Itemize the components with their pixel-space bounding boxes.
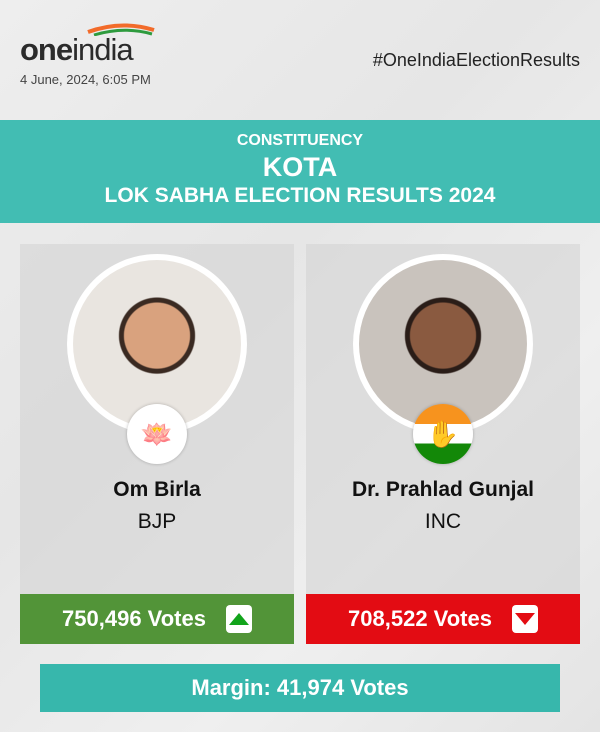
hand-icon: ✋: [413, 404, 473, 464]
flag-swoosh-icon: [87, 23, 155, 36]
logo-light: india: [72, 32, 133, 67]
timestamp: 4 June, 2024, 6:05 PM: [20, 72, 151, 87]
votes-bar-winner: 750,496 Votes: [20, 594, 294, 644]
arrow-down-icon: [511, 605, 538, 633]
arrow-up-icon: [225, 605, 252, 633]
constituency-banner: CONSTITUENCY KOTA LOK SABHA ELECTION RES…: [0, 120, 600, 223]
candidate-panel-runner-up: ✋ Dr. Prahlad Gunjal INC: [306, 244, 580, 594]
candidate-panel-winner: 🪷 Om Birla BJP: [20, 244, 294, 594]
lotus-icon: 🪷: [127, 404, 187, 464]
election-subtitle: LOK SABHA ELECTION RESULTS 2024: [104, 184, 496, 207]
candidate-name: Om Birla: [113, 478, 201, 501]
vote-count: 708,522 Votes: [348, 606, 492, 631]
vote-count: 750,496 Votes: [62, 606, 206, 631]
candidate-photo: [67, 254, 247, 434]
constituency-name: KOTA: [262, 152, 338, 182]
result-card: oneindia 4 June, 2024, 6:05 PM #OneIndia…: [0, 0, 600, 732]
candidate-party: BJP: [137, 510, 177, 533]
candidate-party: INC: [424, 510, 462, 533]
candidate-name: Dr. Prahlad Gunjal: [351, 478, 535, 501]
oneindia-logo: oneindia: [20, 22, 160, 67]
logo-bold: one: [20, 32, 73, 67]
margin-bar: Margin: 41,974 Votes: [40, 664, 560, 712]
hashtag: #OneIndiaElectionResults: [372, 50, 580, 70]
constituency-label: CONSTITUENCY: [236, 132, 364, 149]
votes-bar-runner-up: 708,522 Votes: [306, 594, 580, 644]
